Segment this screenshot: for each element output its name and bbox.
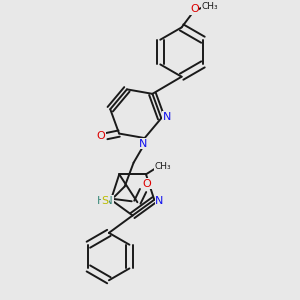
Text: N: N [139,139,147,149]
Text: S: S [102,196,109,206]
Text: HN: HN [96,196,113,206]
Text: O: O [97,131,106,141]
Text: O: O [142,179,151,189]
Text: N: N [163,112,171,122]
Text: CH₃: CH₃ [202,2,218,11]
Text: O: O [190,4,199,14]
Text: N: N [155,196,164,206]
Text: CH₃: CH₃ [155,162,171,171]
